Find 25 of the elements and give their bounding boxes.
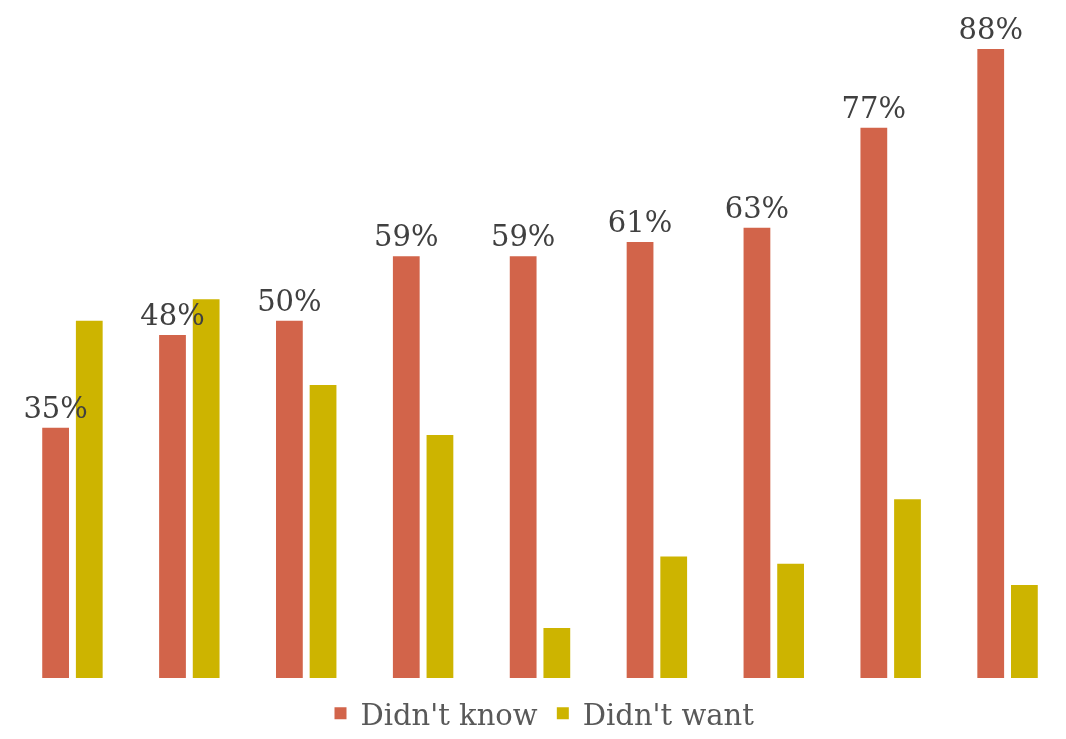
bar xyxy=(276,320,303,678)
bar xyxy=(660,556,688,678)
bar xyxy=(626,242,654,678)
bar xyxy=(743,227,771,678)
data-label: 50% xyxy=(257,283,322,318)
bar xyxy=(777,563,804,678)
data-label: 61% xyxy=(607,205,673,240)
data-label: 63% xyxy=(724,190,790,225)
bar xyxy=(309,384,337,678)
data-label: 88% xyxy=(958,12,1023,47)
bar xyxy=(426,435,454,678)
data-label: 59% xyxy=(374,219,439,254)
data-label: 59% xyxy=(490,219,556,254)
legend-label: Didn't want xyxy=(582,697,755,732)
bar xyxy=(977,49,1005,678)
bar xyxy=(1011,585,1038,678)
legend-label: Didn't know xyxy=(360,697,538,732)
bar xyxy=(860,127,888,678)
bar xyxy=(159,334,186,678)
bar xyxy=(894,499,921,678)
bar xyxy=(543,627,571,678)
bar xyxy=(42,427,69,678)
bar xyxy=(509,256,537,678)
bar xyxy=(392,256,420,678)
data-label: 77% xyxy=(841,90,907,125)
